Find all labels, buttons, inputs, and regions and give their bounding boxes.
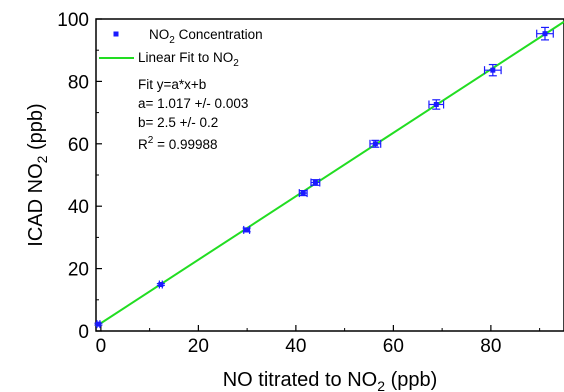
y-label-main: ICAD NO: [25, 163, 47, 246]
point-marker: [95, 321, 101, 327]
data-point: [156, 280, 165, 289]
y-tick-label: 80: [68, 72, 89, 93]
legend-points-main: NO: [149, 27, 169, 42]
y-tick-label: 60: [68, 135, 89, 156]
point-marker: [372, 141, 378, 147]
legend-marker-points: [113, 31, 119, 37]
x-tick-label: 60: [383, 336, 404, 357]
fit-line-layer: [95, 20, 564, 328]
data-point: [94, 320, 103, 329]
x-label-main: NO titrated to NO: [223, 369, 378, 391]
data-point: [428, 99, 445, 110]
y-tick-label: 100: [57, 10, 89, 31]
fit-line: [95, 20, 564, 328]
fit-equation: Fit y=a*x+b: [138, 77, 206, 92]
x-tick-label: 40: [285, 336, 306, 357]
point-marker: [542, 31, 548, 37]
point-marker: [244, 227, 250, 233]
fit-r-squared: R2 = 0.99988: [138, 135, 218, 152]
x-tick-label: 20: [188, 336, 209, 357]
point-marker: [490, 67, 496, 73]
legend-fit-main: Linear Fit to NO: [138, 50, 233, 65]
r2-value: = 0.99988: [153, 137, 217, 152]
fit-param-a: a= 1.017 +/- 0.003: [138, 96, 248, 111]
fit-annotation: Fit y=a*x+b a= 1.017 +/- 0.003 b= 2.5 +/…: [138, 77, 248, 152]
point-marker: [312, 179, 318, 185]
y-axis-ticks: 0 20 40 60 80 100: [57, 10, 102, 343]
y-label-unit: (ppb): [25, 103, 47, 155]
point-marker: [433, 101, 439, 107]
legend-fit-sub: 2: [233, 58, 239, 69]
legend-label-points: NO2 Concentration: [149, 27, 263, 46]
x-tick-label: 80: [480, 336, 501, 357]
r2-superscript: 2: [148, 135, 154, 146]
data-point: [298, 189, 308, 198]
data-point: [310, 178, 321, 187]
legend-points-sub: 2: [169, 35, 175, 46]
y-label-sub: 2: [34, 155, 50, 163]
legend-points-rest: Concentration: [175, 27, 263, 42]
legend-label-fit: Linear Fit to NO2: [138, 50, 239, 69]
point-marker: [158, 282, 164, 288]
data-point: [483, 63, 502, 77]
y-tick-label: 40: [68, 197, 89, 218]
fit-param-b: b= 2.5 +/- 0.2: [138, 115, 218, 130]
r2-prefix: R: [138, 137, 148, 152]
x-tick-label: 0: [96, 336, 107, 357]
data-point: [369, 139, 382, 148]
x-axis-ticks: 0 20 40 60 80: [96, 325, 541, 357]
x-label-sub: 2: [377, 378, 385, 392]
legend: NO2 Concentration Linear Fit to NO2: [99, 27, 263, 69]
x-label-unit: (ppb): [385, 369, 437, 391]
data-point: [536, 26, 554, 41]
x-axis-label: NO titrated to NO2 (ppb): [223, 369, 438, 392]
data-points-layer: [94, 26, 554, 329]
y-tick-label: 20: [68, 260, 89, 281]
y-tick-label: 0: [78, 322, 89, 343]
y-axis-label: ICAD NO2 (ppb): [25, 103, 50, 246]
data-point: [242, 225, 251, 234]
point-marker: [300, 190, 306, 196]
